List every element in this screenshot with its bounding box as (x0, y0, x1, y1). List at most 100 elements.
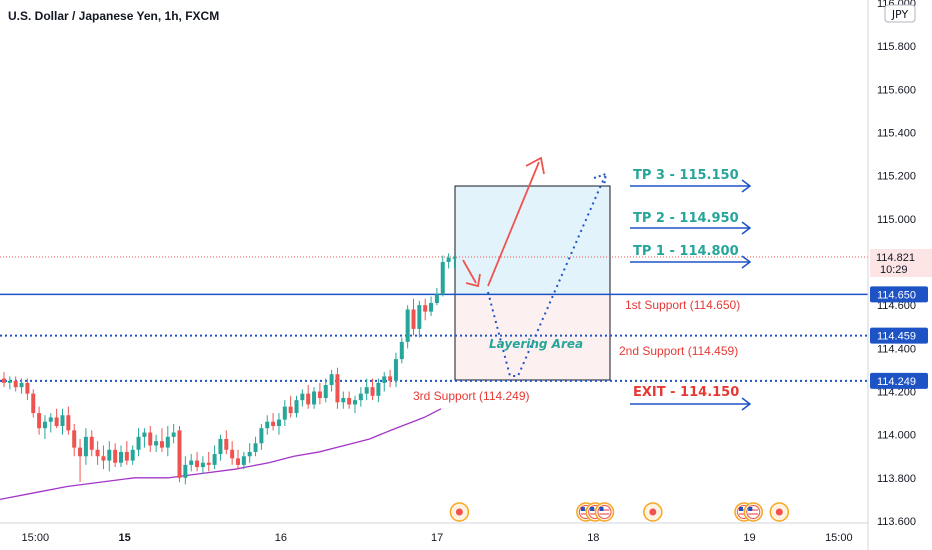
candle (347, 391, 352, 409)
candle (113, 443, 118, 468)
projection-path (487, 172, 608, 377)
candle (224, 430, 229, 455)
candle (417, 300, 422, 338)
candle (124, 441, 129, 465)
candle (89, 430, 94, 457)
y-tick-label: 113.800 (877, 473, 916, 485)
countdown-value: 10:29 (880, 264, 908, 276)
candle (171, 423, 176, 444)
candle (440, 255, 445, 297)
us-event-flag-icon[interactable] (594, 502, 615, 522)
chart-title: U.S. Dollar / Japanese Yen, 1h, FXCM (8, 9, 219, 23)
support1-label: 1st Support (114.650) (625, 298, 740, 312)
exit-arrow (630, 397, 752, 411)
candle (323, 378, 328, 403)
candle (54, 408, 59, 429)
x-tick-label: 15 (118, 532, 130, 544)
candle (434, 287, 439, 306)
y-tick-label: 115.000 (877, 214, 916, 226)
tp1-arrow (630, 255, 752, 269)
candle (78, 438, 83, 483)
candle (288, 395, 293, 418)
support3-label: 3rd Support (114.249) (413, 389, 530, 403)
level-price-badge (870, 286, 928, 303)
candle (230, 441, 235, 465)
current-price-value: 114.821 (876, 252, 915, 264)
tp1-label: TP 1 - 114.800 (633, 244, 739, 259)
candle (83, 428, 88, 465)
currency-badge[interactable]: JPY (884, 4, 916, 23)
candle (101, 445, 106, 470)
candle (159, 428, 164, 452)
candle (119, 445, 123, 468)
x-tick-label: 16 (275, 532, 287, 544)
us-event-flag-icon[interactable] (743, 502, 764, 522)
candle (306, 385, 311, 409)
level-price-text: 114.650 (877, 289, 916, 301)
candle (25, 378, 30, 401)
candle (95, 441, 100, 465)
candle (429, 296, 434, 316)
tp3-arrow (630, 179, 752, 193)
candle (388, 369, 393, 388)
current-price-badge: 114.821 10:29 (870, 249, 932, 277)
event-marker-icon[interactable] (643, 502, 663, 522)
y-tick-label: 115.800 (877, 41, 916, 53)
candle (364, 378, 369, 401)
y-tick-label: 114.600 (877, 300, 916, 312)
candle (335, 367, 340, 409)
candle (42, 415, 47, 439)
tp2-arrow (630, 221, 752, 235)
level-price-badge (870, 372, 928, 389)
candle (48, 413, 53, 433)
candle (136, 428, 141, 457)
candle (405, 305, 410, 349)
x-tick-label: 15:00 (22, 532, 50, 544)
event-marker-icon[interactable] (449, 502, 470, 522)
level-price-badge (870, 327, 928, 344)
bullish-arrow (487, 156, 545, 287)
candle (189, 454, 194, 472)
candle (370, 378, 375, 401)
tp3-label: TP 3 - 115.150 (633, 168, 739, 183)
candle (19, 378, 24, 394)
candle (7, 376, 12, 390)
candle (60, 408, 65, 435)
candle (72, 423, 77, 457)
candle (212, 445, 217, 470)
candle (358, 387, 363, 407)
candle (265, 415, 270, 435)
exit-label: EXIT - 114.150 (633, 385, 739, 400)
moving-average-line (0, 408, 442, 501)
y-tick-label: 114.400 (877, 343, 916, 355)
candle (317, 382, 322, 405)
support2-label: 2nd Support (114.459) (619, 344, 738, 358)
candle (247, 443, 252, 463)
candle (341, 391, 346, 409)
candle (276, 413, 281, 435)
candle (183, 456, 188, 485)
candle (294, 395, 299, 418)
layering-box-top (455, 186, 610, 294)
candle (200, 456, 205, 474)
event-marker-icon[interactable] (769, 502, 790, 522)
layering-box-border (454, 185, 611, 381)
candle (236, 449, 240, 470)
candle (37, 406, 42, 435)
candle (329, 369, 334, 392)
candle (31, 389, 36, 418)
x-tick-label: 18 (587, 532, 599, 544)
layering-box-bottom (455, 294, 610, 380)
candle (130, 445, 135, 465)
candle (241, 451, 246, 470)
candle (107, 441, 112, 472)
y-tick-label: 115.200 (877, 171, 916, 183)
candle (165, 426, 170, 457)
candle (66, 406, 71, 435)
candle (253, 436, 258, 457)
level-price-text: 114.249 (877, 376, 916, 388)
candle (452, 255, 457, 269)
candle (382, 372, 387, 392)
candle (259, 423, 264, 450)
